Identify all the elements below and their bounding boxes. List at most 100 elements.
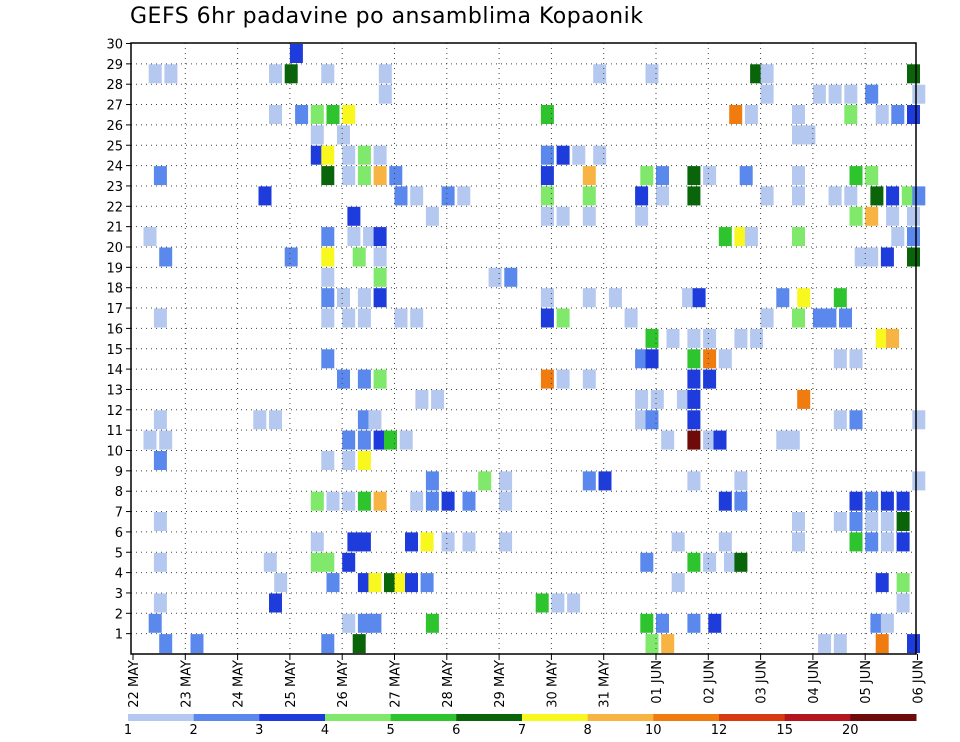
y-tick-label: 11 [106, 424, 123, 439]
y-tick-label: 3 [115, 587, 123, 602]
heatmap-cell [357, 410, 371, 430]
heatmap-cell [462, 532, 476, 552]
heatmap-cell [269, 410, 282, 430]
heatmap-cell [389, 166, 403, 186]
heatmap-cell [394, 186, 408, 206]
heatmap-cell [844, 186, 858, 206]
colorbar-label: 15 [776, 723, 793, 738]
heatmap-cell [384, 430, 397, 450]
heatmap-cell [865, 166, 879, 186]
y-tick-label: 14 [106, 363, 123, 378]
heatmap-cell [687, 328, 701, 348]
y-tick-label: 18 [106, 282, 123, 297]
heatmap-cell [310, 532, 324, 552]
heatmap-cell [687, 410, 701, 430]
heatmap-cell [410, 491, 424, 511]
heatmap-cell [865, 532, 879, 552]
heatmap-cell [556, 369, 570, 389]
heatmap-cell [159, 634, 173, 654]
heatmap-cell [295, 105, 309, 124]
y-tick-label: 26 [106, 119, 123, 134]
x-tick-label: 03 JUN [755, 660, 770, 704]
y-axis: 1234567891011121314151617181920212223242… [106, 38, 131, 643]
heatmap-cell [373, 369, 387, 389]
heatmap-cell [624, 308, 638, 328]
colorbar-segment [390, 714, 457, 721]
heatmap-cell [682, 288, 696, 308]
heatmap-cell [269, 593, 282, 613]
heatmap-cell [425, 613, 439, 633]
heatmap-cell [420, 532, 434, 552]
heatmap-cell [310, 552, 324, 572]
heatmap-cell [734, 227, 748, 247]
heatmap-cell [499, 491, 513, 511]
heatmap-cell [143, 227, 157, 247]
heatmap-cell [896, 593, 910, 613]
heatmap-cell [394, 573, 408, 593]
heatmap-cell [310, 145, 324, 165]
heatmap-cell [891, 105, 905, 124]
heatmap-cell [153, 308, 167, 328]
heatmap-cell [357, 369, 371, 389]
heatmap-cell [373, 491, 387, 511]
heatmap-cell [582, 288, 596, 308]
y-tick-label: 1 [115, 628, 123, 643]
heatmap-cell [880, 247, 894, 267]
heatmap-cell [373, 145, 387, 165]
heatmap-cell [357, 451, 371, 470]
heatmap-cell [342, 166, 356, 186]
heatmap-cell [760, 186, 774, 206]
x-tick-label: 28 MAY [441, 660, 456, 708]
heatmap-cell [661, 430, 675, 450]
heatmap-cell [394, 308, 408, 328]
heatmap-cell [373, 267, 387, 287]
heatmap-cell [357, 491, 371, 511]
heatmap-cell [724, 552, 737, 572]
colorbar-segment [653, 714, 720, 721]
x-tick-label: 05 JUN [859, 660, 874, 704]
x-tick-label: 06 JUN [912, 660, 927, 704]
heatmap-cell [321, 288, 335, 308]
heatmap-cell [880, 613, 894, 633]
heatmap-cell [828, 84, 842, 104]
heatmap-cell [865, 491, 879, 511]
heatmap-cell [289, 44, 303, 63]
colorbar-label: 1 [124, 723, 132, 738]
heatmap-cell [849, 532, 863, 552]
colorbar-label: 5 [387, 723, 395, 738]
heatmap-cell [373, 166, 387, 186]
colorbar-segment [719, 714, 786, 721]
y-tick-label: 15 [106, 343, 123, 358]
heatmap-cell [269, 64, 282, 84]
heatmap-cell [582, 186, 596, 206]
heatmap-cell [676, 389, 690, 409]
heatmap-cell [708, 613, 722, 633]
colorbar-segment [325, 714, 392, 721]
heatmap-cell [703, 166, 717, 186]
heatmap-cell [310, 125, 324, 145]
heatmap-cell [687, 471, 701, 491]
heatmap-cell [347, 206, 361, 226]
y-tick-label: 4 [115, 567, 123, 582]
heatmap-cell [661, 634, 675, 654]
heatmap-cell [802, 125, 816, 145]
heatmap-cell [321, 227, 335, 247]
heatmap-cell [792, 512, 805, 531]
heatmap-cell [321, 634, 335, 654]
colorbar-label: 2 [190, 723, 198, 738]
heatmap-cell [284, 247, 298, 267]
y-tick-label: 20 [106, 241, 123, 256]
heatmap-cell [870, 186, 884, 206]
heatmap-cell [640, 166, 654, 186]
heatmap-cell [776, 288, 790, 308]
heatmap-cell [368, 410, 382, 430]
heatmap-cell [912, 471, 926, 491]
heatmap-cell [896, 532, 910, 552]
heatmap-cell [635, 186, 649, 206]
heatmap-cell [153, 451, 167, 470]
heatmap-cell [321, 349, 335, 369]
x-tick-label: 02 JUN [702, 660, 717, 704]
heatmap-cell [540, 166, 554, 186]
y-tick-label: 28 [106, 78, 123, 93]
